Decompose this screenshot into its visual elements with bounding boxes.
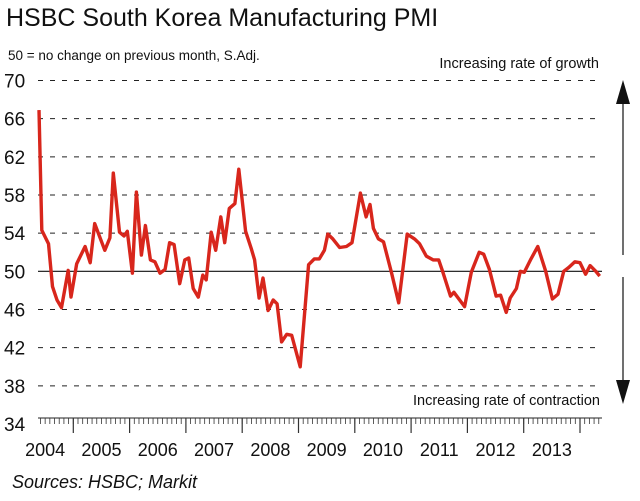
x-tick-label: 2008 (250, 440, 290, 460)
y-tick-label: 50 (4, 262, 25, 283)
y-tick-label: 34 (4, 415, 26, 436)
y-tick-label: 66 (4, 110, 25, 131)
x-tick-label: 2010 (363, 440, 403, 460)
y-tick-label: 70 (4, 72, 25, 93)
x-tick-label: 2007 (194, 440, 234, 460)
y-tick-label: 62 (4, 148, 25, 169)
growth-annotation: Increasing rate of growth (439, 56, 599, 72)
y-tick-label: 42 (4, 339, 25, 360)
chart-subtitle: 50 = no change on previous month, S.Adj. (8, 48, 260, 63)
y-tick-label: 58 (4, 186, 25, 207)
y-tick-label: 54 (4, 224, 26, 245)
x-tick-label: 2004 (25, 440, 65, 460)
contraction-annotation: Increasing rate of contraction (413, 393, 600, 409)
x-tick-label: 2013 (532, 440, 572, 460)
x-tick-label: 2012 (476, 440, 516, 460)
chart-title: HSBC South Korea Manufacturing PMI (6, 4, 439, 32)
x-tick-label: 2006 (138, 440, 178, 460)
x-tick-label: 2009 (307, 440, 347, 460)
x-tick-label: 2011 (420, 440, 459, 460)
y-tick-label: 46 (4, 301, 25, 322)
x-tick-label: 2005 (81, 440, 121, 460)
contraction-arrow-head-icon (616, 380, 630, 404)
y-tick-label: 38 (4, 377, 25, 398)
pmi-series-line (37, 110, 602, 369)
source-note: Sources: HSBC; Markit (12, 472, 198, 492)
growth-arrow-head-icon (616, 80, 630, 104)
